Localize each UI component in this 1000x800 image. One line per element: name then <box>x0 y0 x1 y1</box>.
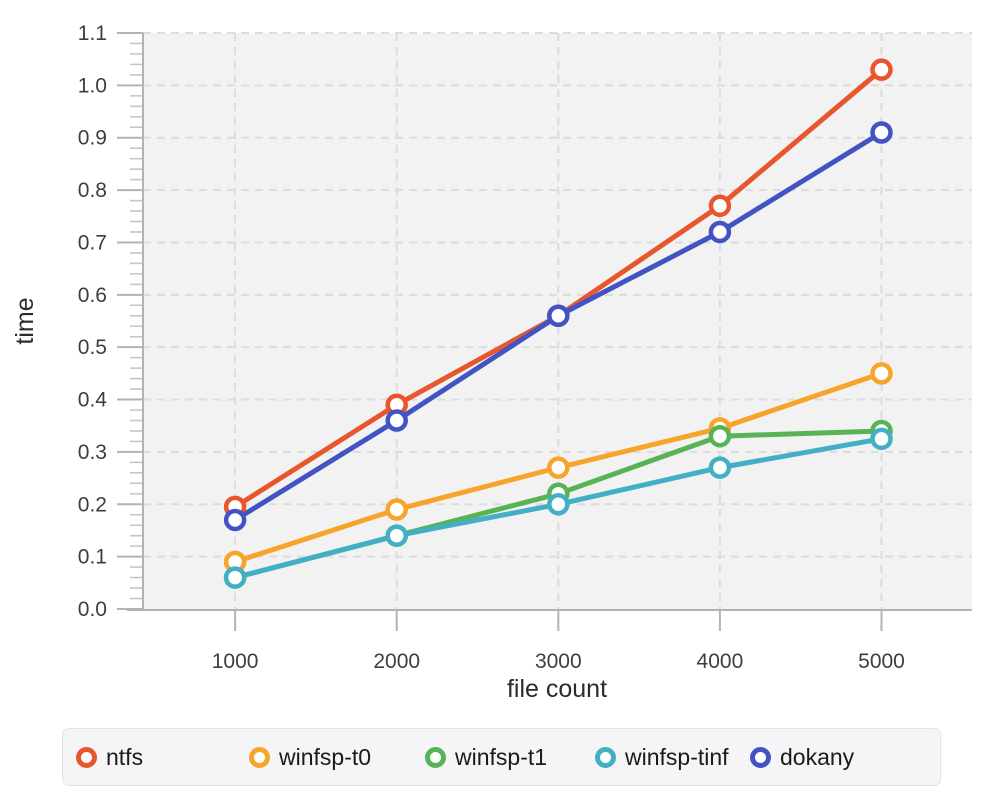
data-point-winfsp-t0-3000 <box>547 456 570 479</box>
legend-label: winfsp-tinf <box>625 743 729 770</box>
legend-marker-winfsp-t0-icon <box>249 746 270 768</box>
chart-legend: ntfs winfsp-t0 winfsp-t1 winfsp-tinf dokany <box>62 728 941 786</box>
x-axis-tick-label: 4000 <box>697 650 744 673</box>
x-axis-tick-label: 3000 <box>535 650 582 673</box>
legend-label: winfsp-t0 <box>279 743 372 770</box>
legend-label: dokany <box>780 743 855 770</box>
legend-item-dokany: dokany <box>750 743 855 770</box>
legend-marker-winfsp-tinf-icon <box>595 746 616 768</box>
data-point-ntfs-5000 <box>870 58 893 81</box>
data-point-winfsp-t0-2000 <box>385 498 408 521</box>
y-axis-tick-label: 0.2 <box>78 493 107 516</box>
x-axis-title: file count <box>507 675 607 703</box>
y-axis-tick-label: 1.0 <box>78 74 107 97</box>
legend-item-winfsp-t0: winfsp-t0 <box>249 743 425 770</box>
data-point-dokany-1000 <box>223 508 247 532</box>
y-axis-tick-label: 0.5 <box>78 336 107 359</box>
data-point-winfsp-tinf-2000 <box>385 524 408 547</box>
data-point-winfsp-tinf-3000 <box>547 493 570 516</box>
data-point-winfsp-tinf-1000 <box>223 566 247 589</box>
x-axis-tick-label: 1000 <box>212 650 259 673</box>
line-chart: 0.0 0.1 0.2 0.3 0.4 0.5 0.6 0.7 0.8 0.9 1.0 1.1 1000… <box>11 22 972 703</box>
legend-marker-dokany-icon <box>750 746 771 768</box>
data-point-dokany-4000 <box>708 220 732 244</box>
y-axis-tick-label: 1.1 <box>78 22 107 45</box>
y-axis-title: time <box>11 297 39 344</box>
data-point-winfsp-t0-5000 <box>870 362 893 385</box>
legend-label: ntfs <box>106 743 144 770</box>
legend-marker-ntfs-icon <box>76 746 97 768</box>
data-point-winfsp-tinf-4000 <box>708 456 732 479</box>
legend-label: winfsp-t1 <box>455 743 548 770</box>
y-axis-tick-label: 0.6 <box>78 284 107 307</box>
y-axis-tick-label: 0.4 <box>78 389 108 412</box>
x-axis-tick-label: 2000 <box>373 650 420 673</box>
data-point-dokany-3000 <box>547 304 570 328</box>
data-point-dokany-2000 <box>385 409 408 432</box>
data-point-winfsp-tinf-5000 <box>870 427 893 451</box>
data-point-winfsp-t1-4000 <box>708 424 732 448</box>
legend-marker-winfsp-t1-icon <box>425 746 446 768</box>
legend-item-ntfs: ntfs <box>76 743 249 770</box>
y-axis-tick-label: 0.9 <box>78 127 107 150</box>
y-axis-tick-label: 0.1 <box>78 546 107 569</box>
y-axis-tick-label: 0.0 <box>78 598 107 621</box>
x-axis-tick-label: 5000 <box>858 650 905 673</box>
data-point-dokany-5000 <box>870 121 893 144</box>
data-point-ntfs-4000 <box>708 194 732 218</box>
legend-item-winfsp-tinf: winfsp-tinf <box>595 743 750 770</box>
y-axis-tick-label: 0.8 <box>78 179 107 202</box>
legend-item-winfsp-t1: winfsp-t1 <box>425 743 595 770</box>
y-axis-tick-label: 0.3 <box>78 441 107 464</box>
y-axis-tick-label: 0.7 <box>78 231 107 254</box>
